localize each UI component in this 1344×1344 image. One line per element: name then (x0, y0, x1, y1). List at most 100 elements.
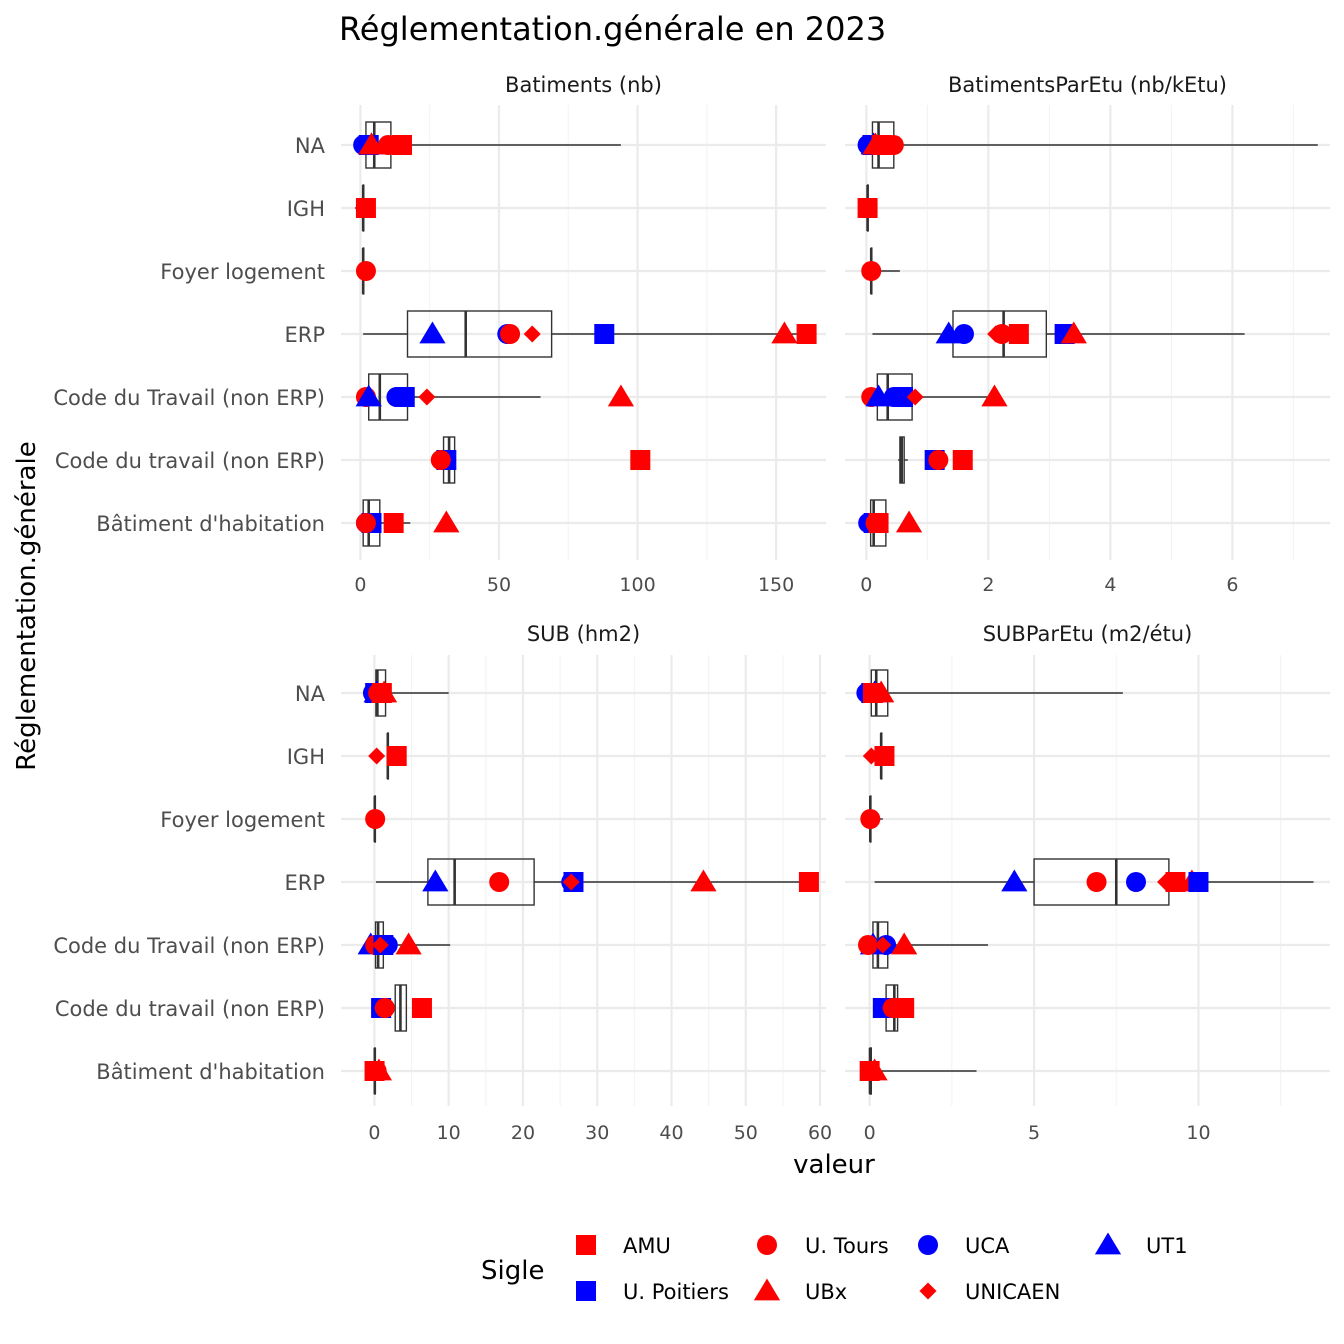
x-tick-label: 0 (860, 574, 872, 596)
point-ut1 (355, 384, 382, 407)
point-u-tours (355, 513, 376, 533)
point-unicaen (874, 936, 892, 954)
point-u-tours (1086, 872, 1107, 892)
point-amu (630, 450, 651, 470)
legend-item-ubx: UBx (753, 1278, 847, 1304)
y-tick-label: NA (295, 134, 326, 158)
point-u-tours (500, 324, 521, 344)
x-tick-label: 40 (659, 1122, 683, 1144)
point-amu (391, 135, 412, 155)
point-ubx (771, 321, 798, 344)
point-ubx (981, 384, 1008, 407)
y-tick-label: Bâtiment d'habitation (96, 1060, 325, 1084)
point-u-poitiers (892, 387, 913, 407)
boxplot-erp (363, 310, 807, 358)
point-ubx (433, 510, 460, 533)
point-amu (857, 198, 878, 218)
point-amu (894, 998, 915, 1018)
x-tick-label: 30 (585, 1122, 609, 1144)
point-unicaen (562, 873, 580, 891)
point-u-tours (860, 809, 881, 829)
point-u-poitiers (1188, 872, 1209, 892)
boxplot-batiment-d-habitation (868, 1047, 977, 1095)
panel-strip-label: BatimentsParEtu (nb/kEtu) (948, 73, 1227, 97)
boxplot-code-du-travail-non-erp (394, 984, 408, 1032)
x-tick-label: 0 (368, 1122, 380, 1144)
legend-key-unicaen (919, 1282, 937, 1300)
point-amu (798, 872, 819, 892)
point-unicaen (418, 388, 436, 406)
point-amu (355, 198, 376, 218)
boxplot-na (869, 121, 1318, 169)
x-tick-label: 10 (1186, 1122, 1210, 1144)
legend-label: UCA (965, 1234, 1010, 1258)
point-ubx (895, 510, 923, 533)
point-ut1 (422, 869, 449, 892)
point-amu (952, 450, 973, 470)
point-amu (1008, 324, 1029, 344)
point-u-tours (928, 450, 949, 470)
point-u-poitiers (594, 324, 615, 344)
panel-strip-label: SUBParEtu (m2/étu) (983, 622, 1193, 646)
boxplot-na (870, 669, 1123, 717)
legend-item-ut1: UT1 (1094, 1232, 1188, 1258)
point-ubx (690, 869, 717, 892)
point-unicaen (371, 936, 389, 954)
x-tick-label: 2 (982, 574, 994, 596)
legend-key-u-poitiers (576, 1281, 596, 1301)
point-amu (1165, 872, 1186, 892)
point-ubx (861, 1058, 888, 1081)
legend-item-uca: UCA (918, 1234, 1010, 1258)
point-ubx (868, 680, 895, 703)
point-ubx (395, 932, 422, 955)
x-tick-label: 4 (1104, 574, 1116, 596)
legend-key-ubx (753, 1278, 781, 1301)
legend-title: Sigle (481, 1256, 544, 1286)
panel-subparetu-m2-etu: SUBParEtu (m2/étu) 0 5 10 (845, 622, 1330, 1144)
x-tick-label: 0 (354, 574, 366, 596)
point-u-tours (430, 450, 451, 470)
legend-key-uca (918, 1235, 938, 1255)
point-amu (796, 324, 817, 344)
x-tick-label: 150 (758, 574, 794, 596)
x-tick-label: 100 (619, 574, 655, 596)
legend-key-ut1 (1094, 1232, 1122, 1255)
panel-batimentsparetu-nb-ketu: BatimentsParEtu (nb/kEtu) 0 2 4 6 (845, 73, 1330, 596)
x-tick-label: 6 (1226, 574, 1238, 596)
x-tick-label: 5 (1028, 1122, 1040, 1144)
y-tick-label: ERP (284, 323, 325, 347)
point-ubx (370, 680, 398, 703)
point-ubx (607, 384, 635, 407)
legend-label: U. Tours (805, 1234, 889, 1258)
y-tick-label: Code du Travail (non ERP) (53, 386, 325, 410)
panel-batiments-nb: Batiments (nb) 0 50 100 150 NA IGH Foyer logeme… (53, 73, 826, 596)
point-u-tours (489, 872, 510, 892)
y-tick-label: Bâtiment d'habitation (96, 512, 325, 536)
point-uca (1126, 872, 1146, 892)
y-tick-label: NA (295, 682, 326, 706)
legend-label: U. Poitiers (623, 1280, 729, 1304)
point-u-tours (365, 809, 386, 829)
x-tick-label: 10 (437, 1122, 461, 1144)
x-tick-label: 50 (734, 1122, 758, 1144)
x-tick-label: 20 (511, 1122, 535, 1144)
y-tick-label: ERP (284, 871, 325, 895)
y-tick-label: Code du Travail (non ERP) (53, 934, 325, 958)
legend-item-u-tours: U. Tours (757, 1234, 889, 1258)
boxplot-code-du-travail-non-erp (898, 436, 908, 484)
y-tick-label: Foyer logement (160, 808, 325, 832)
point-u-poitiers (394, 387, 415, 407)
x-tick-label: 60 (808, 1122, 832, 1144)
point-unicaen (523, 325, 541, 343)
point-amu (386, 746, 407, 766)
legend-key-amu (576, 1235, 596, 1255)
y-tick-label: IGH (287, 745, 325, 769)
y-axis-title: Réglementation.générale (12, 441, 42, 770)
point-ut1 (1001, 869, 1028, 892)
point-amu (868, 513, 889, 533)
x-tick-label: 50 (487, 574, 511, 596)
panel-strip-label: Batiments (nb) (505, 73, 662, 97)
legend-label: UT1 (1146, 1234, 1188, 1258)
panel-strip-label: SUB (hm2) (527, 622, 640, 646)
